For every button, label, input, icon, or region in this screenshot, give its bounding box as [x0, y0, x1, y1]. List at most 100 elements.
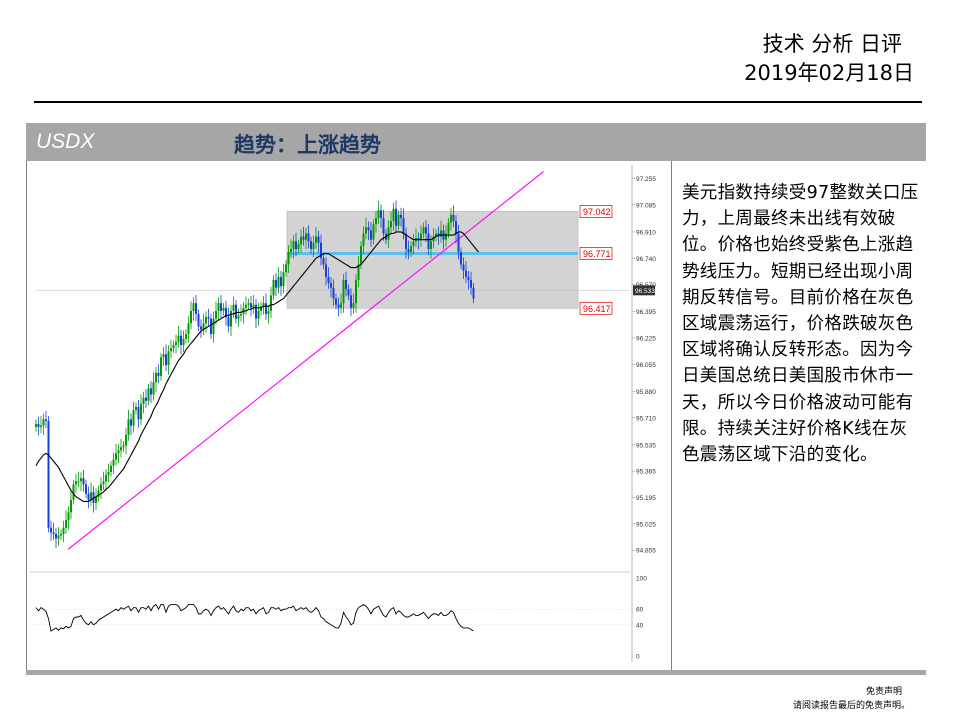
candle	[462, 257, 465, 280]
candle-body	[420, 233, 422, 240]
candle-body	[432, 236, 435, 242]
candle	[325, 257, 327, 286]
candle	[190, 301, 192, 330]
candle-body	[285, 264, 287, 273]
candle	[217, 297, 220, 321]
candle-body	[240, 314, 242, 316]
section-band: USDX 趋势：上涨趋势	[26, 123, 926, 161]
candle-body	[352, 303, 355, 308]
candle-body	[70, 499, 72, 513]
candle-body	[282, 272, 285, 287]
candle	[387, 220, 390, 249]
candle-body	[462, 264, 465, 271]
candle-body	[345, 279, 347, 290]
candle	[425, 220, 427, 242]
candle	[200, 319, 202, 338]
candle	[287, 244, 290, 273]
candle	[142, 391, 145, 414]
candle	[417, 232, 420, 250]
candle	[322, 253, 325, 270]
candle	[117, 444, 120, 464]
candle-body	[457, 233, 460, 253]
candle	[130, 413, 132, 436]
candle	[172, 340, 175, 353]
candle-body	[465, 270, 467, 277]
candle	[250, 296, 252, 317]
candle	[330, 277, 332, 298]
candle-body	[412, 241, 415, 246]
candle-body	[45, 419, 47, 421]
candle	[327, 267, 330, 289]
candle-body	[305, 233, 307, 240]
oscillator-tick-label: 40	[636, 622, 644, 629]
oscillator-tick-label: 60	[636, 607, 644, 614]
candle	[337, 297, 340, 317]
candle-body	[460, 252, 462, 265]
candle	[377, 200, 380, 224]
candle-body	[422, 227, 425, 234]
candle-body	[97, 490, 100, 497]
candle	[420, 225, 422, 247]
candle	[412, 234, 415, 255]
candles-layer	[35, 200, 475, 549]
candle-body	[335, 298, 337, 305]
candle-body	[35, 423, 37, 428]
candle-body	[267, 310, 270, 315]
candle	[245, 296, 247, 315]
candle	[260, 301, 262, 316]
candle	[202, 313, 205, 336]
candle	[275, 272, 277, 297]
candle-body	[52, 532, 55, 534]
candle	[340, 293, 342, 314]
candle-body	[277, 276, 280, 288]
candle-body	[355, 279, 357, 304]
candle-body	[362, 233, 365, 246]
candle	[60, 529, 62, 541]
candle	[97, 485, 100, 502]
candle	[422, 222, 425, 239]
level-label-box	[579, 301, 613, 315]
candle	[47, 416, 50, 533]
oscillator-line	[35, 603, 474, 632]
candle	[362, 226, 365, 255]
candle-body	[60, 533, 62, 536]
candle-body	[440, 230, 442, 237]
candle-body	[155, 372, 157, 383]
price-tick-label: 95.365	[636, 469, 656, 476]
candle-body	[372, 224, 375, 240]
candle-body	[227, 317, 230, 327]
candle	[160, 352, 162, 381]
candle-body	[57, 535, 60, 539]
candle	[410, 241, 412, 257]
candle	[402, 208, 405, 240]
candle	[465, 261, 467, 283]
candle-body	[177, 335, 180, 342]
candle	[380, 204, 382, 228]
oscillator-tick-label: 100	[636, 576, 647, 583]
candle-body	[367, 227, 370, 231]
candle-body	[410, 245, 412, 253]
last-price-box	[633, 285, 655, 296]
oscillator-tick-label: 0	[636, 654, 640, 661]
candle-body	[310, 241, 312, 249]
candle-body	[137, 406, 140, 420]
candle	[35, 419, 37, 432]
candle-body	[290, 248, 292, 253]
candle-body	[330, 283, 332, 288]
price-tick-label: 95.535	[636, 442, 656, 449]
candle-body	[202, 323, 205, 330]
candle-body	[82, 478, 85, 485]
candle-body	[142, 397, 145, 404]
candle	[300, 229, 302, 253]
candle	[390, 211, 392, 234]
candle	[162, 347, 165, 366]
candle	[75, 474, 77, 493]
candle	[395, 200, 397, 233]
panel-divider	[671, 161, 672, 673]
candle	[400, 207, 402, 227]
candle	[257, 302, 260, 326]
candle-body	[315, 236, 317, 243]
candle-body	[302, 236, 305, 240]
candle-body	[382, 218, 385, 234]
candle	[125, 427, 127, 455]
